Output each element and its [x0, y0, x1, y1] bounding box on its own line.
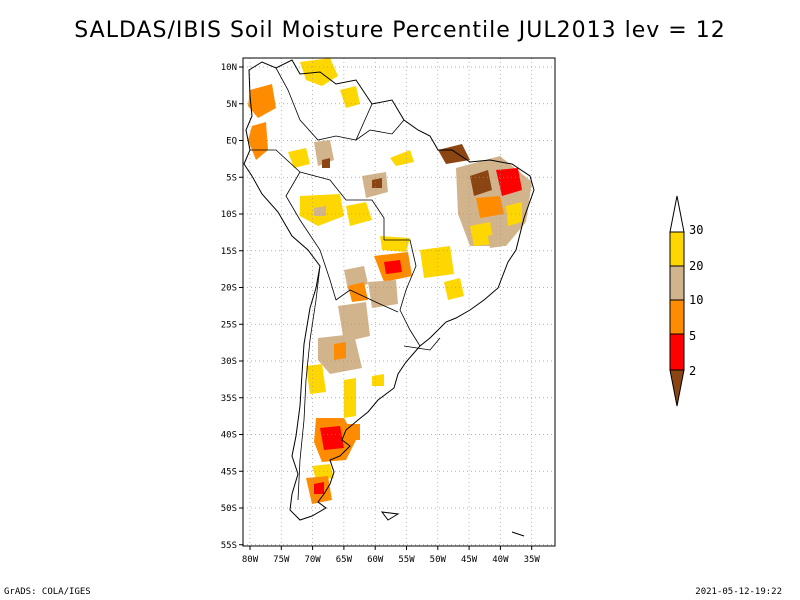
lon-tick-label: 70W	[304, 555, 321, 565]
lat-tick-label: 40S	[221, 431, 237, 441]
patch	[444, 278, 464, 300]
legend-swatch-above-30	[669, 195, 685, 233]
legend-swatch-10-20	[669, 265, 685, 301]
patch	[320, 426, 344, 450]
lat-tick-label: 10N	[221, 63, 237, 73]
patch	[340, 86, 360, 108]
lat-tick-label: EQ	[226, 137, 237, 147]
patch	[380, 236, 410, 252]
legend-swatch-below-2	[669, 369, 685, 407]
patch	[248, 122, 268, 160]
lon-tick-label: 50W	[430, 555, 447, 565]
legend-label: 2	[689, 364, 696, 378]
lon-tick-label: 75W	[273, 555, 290, 565]
country-borders	[250, 67, 441, 501]
patch	[372, 374, 384, 386]
patch	[470, 170, 492, 196]
patch	[470, 222, 494, 246]
patch	[420, 246, 454, 278]
patch	[346, 424, 360, 440]
legend-label: 30	[689, 223, 703, 237]
map-frame	[242, 57, 556, 547]
lon-tick-label: 40W	[492, 555, 509, 565]
lat-tick-label: 20S	[221, 284, 237, 294]
patch	[312, 464, 334, 480]
legend-label: 20	[689, 259, 703, 273]
lat-tick-label: 25S	[221, 320, 237, 330]
footer-credit: GrADS: COLA/IGES	[4, 587, 91, 597]
patch	[322, 158, 330, 168]
patch	[334, 342, 346, 360]
lon-tick-label: 65W	[336, 555, 353, 565]
patch	[372, 178, 382, 188]
patch	[384, 260, 402, 274]
patch	[476, 196, 504, 218]
lat-tick-label: 50S	[221, 504, 237, 514]
patch	[248, 84, 276, 118]
colorbar-legend: 30 20 10 5 2	[669, 195, 703, 407]
patch	[314, 482, 324, 494]
patch	[288, 148, 310, 168]
map-title: SALDAS/IBIS Soil Moisture Percentile JUL…	[74, 18, 726, 43]
patch	[488, 232, 504, 248]
patch	[338, 302, 370, 342]
lat-tick-label: 10S	[221, 210, 237, 220]
graticule	[243, 58, 555, 546]
legend-swatch-2-5	[669, 333, 685, 371]
legend-swatch-5-10	[669, 299, 685, 335]
patch	[314, 206, 326, 216]
lat-tick-label: 45S	[221, 467, 237, 477]
patch	[506, 202, 522, 226]
patch	[496, 168, 522, 196]
lon-tick-label: 35W	[524, 555, 541, 565]
soil-moisture-patches	[248, 58, 532, 504]
patch	[344, 378, 356, 418]
patch	[438, 144, 470, 164]
lat-tick-label: 5S	[226, 173, 237, 183]
lat-tick-label: 15S	[221, 247, 237, 257]
longitude-axis: 80W 75W 70W 65W 60W 55W 50W 45W 40W 35W	[242, 546, 541, 565]
patch	[368, 280, 398, 308]
lat-tick-label: 35S	[221, 394, 237, 404]
legend-swatch-20-30	[669, 231, 685, 267]
coastline	[243, 59, 535, 537]
legend-label: 5	[689, 329, 696, 343]
legend-label: 10	[689, 293, 703, 307]
lon-tick-label: 45W	[461, 555, 478, 565]
lat-tick-label: 55S	[221, 541, 237, 551]
lon-tick-label: 80W	[242, 555, 259, 565]
latitude-axis: 10N 5N EQ 5S 10S 15S 20S 25S 30S 35S 40S 45S 50S 55S	[221, 63, 243, 551]
patch	[348, 282, 368, 302]
patch	[390, 150, 414, 166]
footer-timestamp: 2021-05-12-19:22	[695, 587, 782, 597]
lat-tick-label: 30S	[221, 357, 237, 367]
lon-tick-label: 55W	[398, 555, 415, 565]
patch	[306, 364, 326, 394]
lon-tick-label: 60W	[367, 555, 384, 565]
lat-tick-label: 5N	[226, 100, 237, 110]
